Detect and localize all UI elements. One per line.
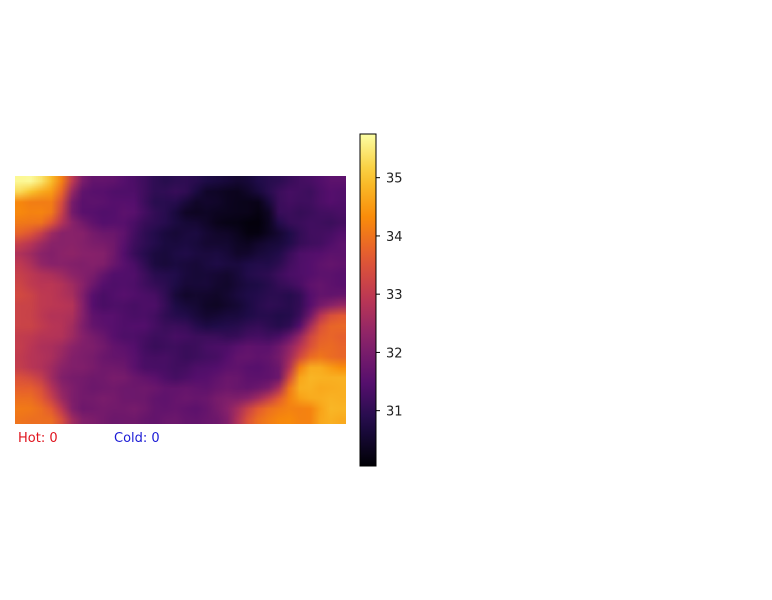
- heatmap: [15, 176, 346, 424]
- heatmap-canvas: [15, 176, 346, 424]
- colorbar-tick-label: 31: [386, 405, 403, 420]
- colorbar-tick-label: 35: [386, 172, 403, 187]
- colorbar-tick-label: 34: [386, 230, 403, 245]
- colorbar-tick-label: 33: [386, 288, 403, 303]
- colorbar-ticks: 31 32 33 34 35: [376, 172, 403, 420]
- colorbar-tick-label: 32: [386, 346, 403, 361]
- colorbar-gradient: [359, 133, 377, 467]
- cold-count-label: Cold: 0: [114, 431, 160, 446]
- hot-count-label: Hot: 0: [18, 431, 58, 446]
